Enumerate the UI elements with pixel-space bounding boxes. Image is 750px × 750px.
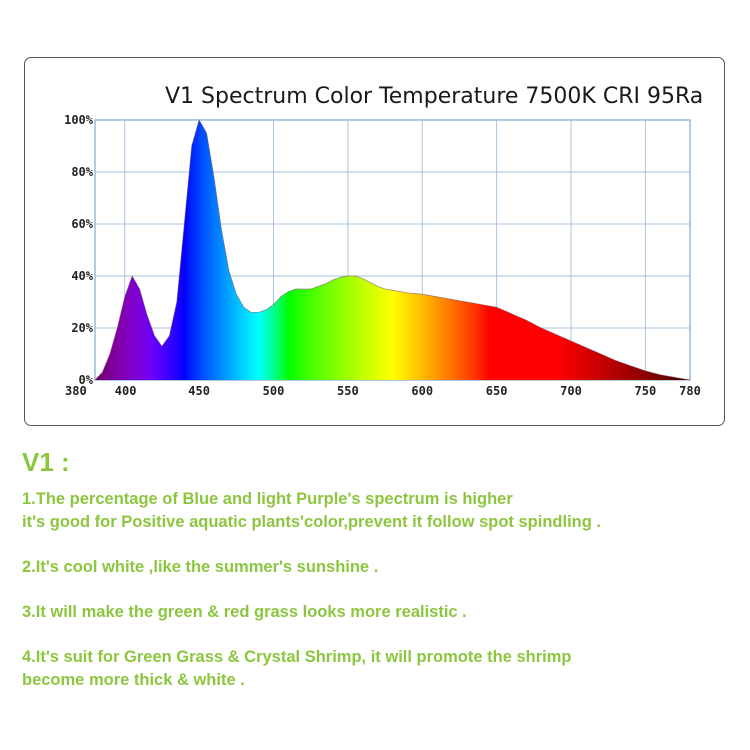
x-tick-label: 450 [188,384,210,398]
y-tick-label: 100% [64,113,94,127]
spectrum-line [94,118,691,381]
note-line: 1.The percentage of Blue and light Purpl… [22,490,513,508]
x-tick-label: 550 [337,384,359,398]
chart-title: V1 Spectrum Color Temperature 7500K CRI … [165,84,703,109]
note-item: 1.The percentage of Blue and light Purpl… [22,488,742,534]
y-tick-label: 20% [71,321,93,335]
note-line: 4.It's suit for Green Grass & Crystal Sh… [22,648,572,666]
note-item: 4.It's suit for Green Grass & Crystal Sh… [22,646,742,692]
x-tick-label: 600 [411,384,433,398]
x-tick-label: 500 [263,384,285,398]
x-tick-label: 400 [115,384,137,398]
note-line: it's good for Positive aquatic plants'co… [22,513,601,531]
y-tick-label: 40% [71,269,93,283]
note-line: become more thick & white . [22,671,245,689]
x-tick-label: 700 [560,384,582,398]
note-line: 3.It will make the green & red grass loo… [22,603,467,621]
note-item: 3.It will make the green & red grass loo… [22,601,742,624]
notes-list: 1.The percentage of Blue and light Purpl… [22,488,742,714]
note-line: 2.It's cool white ,like the summer's sun… [22,558,379,576]
spectrum-chart: V1 Spectrum Color Temperature 7500K CRI … [64,84,703,398]
y-tick-label: 80% [71,165,93,179]
y-tick-label: 60% [71,217,93,231]
spectrum-area [95,120,690,380]
section-heading: V1 : [22,447,70,477]
x-tick-label: 750 [635,384,657,398]
y-tick-label: 0% [79,373,94,387]
x-tick-label: 380 [65,384,87,398]
note-item: 2.It's cool white ,like the summer's sun… [22,556,742,579]
x-tick-label: 780 [679,384,701,398]
x-tick-label: 650 [486,384,508,398]
